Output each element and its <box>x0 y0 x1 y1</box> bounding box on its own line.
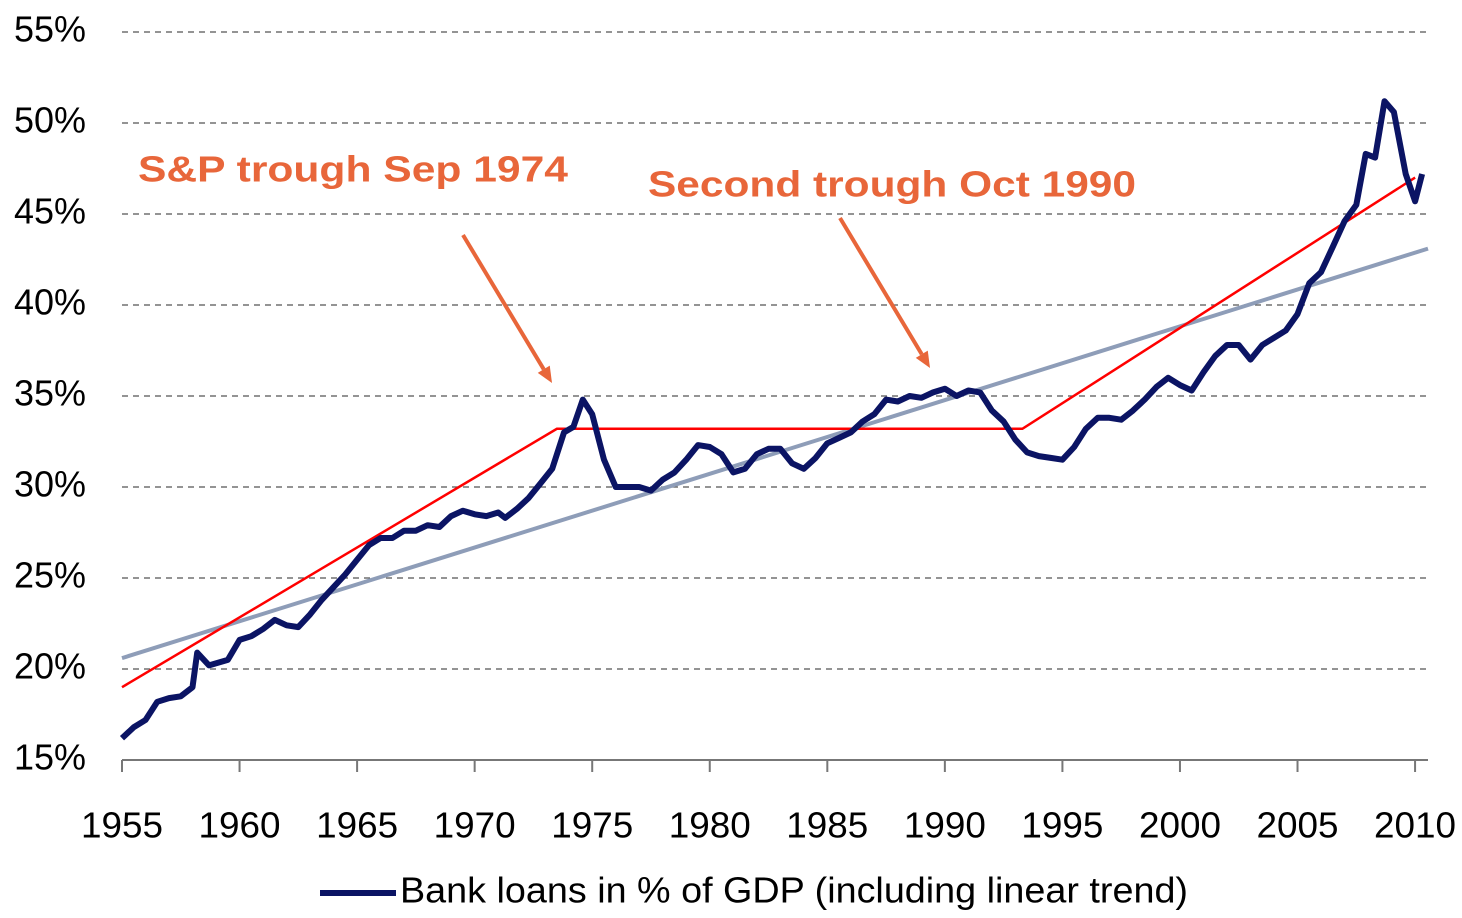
x-tick-label: 1960 <box>199 805 281 846</box>
legend-label: Bank loans in % of GDP (including linear… <box>400 870 1188 911</box>
y-tick-label: 45% <box>14 191 86 232</box>
y-tick-label: 40% <box>14 282 86 323</box>
x-tick-label: 1980 <box>669 805 751 846</box>
annotation-arrow <box>461 233 546 371</box>
x-tick-label: 2000 <box>1139 805 1221 846</box>
y-tick-label: 25% <box>14 555 86 596</box>
arrow-head <box>537 365 552 383</box>
x-tick-label: 2005 <box>1257 805 1339 846</box>
trend-line <box>121 246 1429 661</box>
trend-line <box>121 176 1416 689</box>
x-tick-label: 1995 <box>1021 805 1103 846</box>
x-tick-label: 2010 <box>1374 805 1456 846</box>
x-tick-label: 1970 <box>434 805 516 846</box>
y-tick-label: 30% <box>14 464 86 505</box>
annotation: S&P trough Sep 1974 <box>138 149 568 190</box>
annotation-arrow <box>838 216 924 356</box>
y-tick-label: 55% <box>14 9 86 50</box>
data-line <box>119 98 1426 741</box>
arrow-head <box>915 350 930 368</box>
annotation: Second trough Oct 1990 <box>648 164 1136 205</box>
y-tick-label: 35% <box>14 373 86 414</box>
x-tick-label: 1965 <box>316 805 398 846</box>
x-tick-label: 1990 <box>904 805 986 846</box>
x-tick-label: 1985 <box>786 805 868 846</box>
y-tick-label: 20% <box>14 646 86 687</box>
y-tick-label: 15% <box>14 737 86 778</box>
x-tick-label: 1955 <box>81 805 163 846</box>
y-tick-label: 50% <box>14 100 86 141</box>
x-tick-label: 1975 <box>551 805 633 846</box>
